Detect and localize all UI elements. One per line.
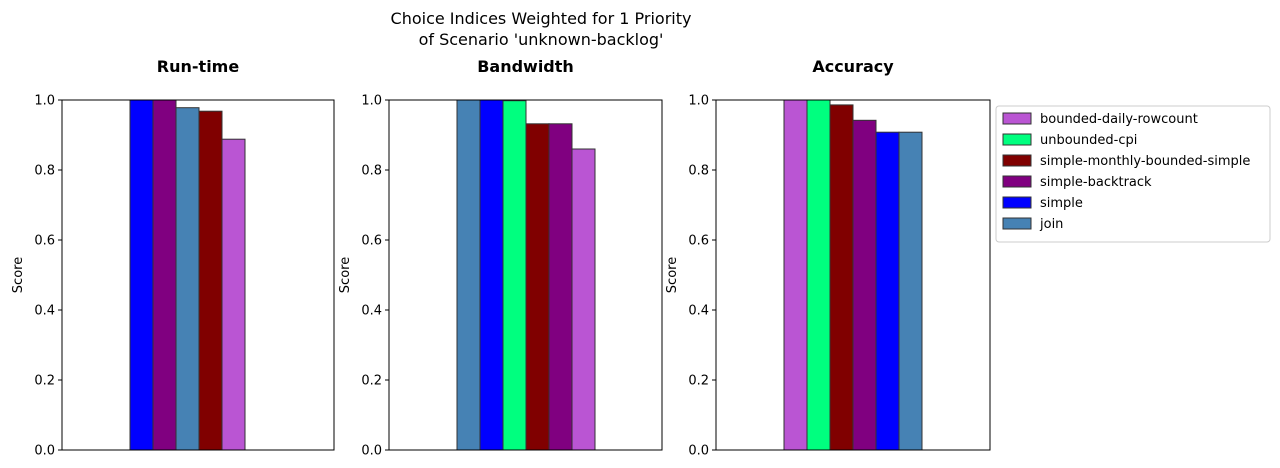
chart-panel-1: Run-time Score 0.0 0.2 0.4 0.6 0.8 1.0	[11, 57, 335, 459]
chart-panels: Run-timeScore0.00.20.40.60.81.0Bandwidth…	[11, 57, 991, 459]
bar-join	[898, 131, 923, 451]
bar-simple	[479, 99, 504, 451]
legend-swatch-simple-backtrack	[1002, 175, 1032, 188]
legend-label-simple-backtrack: simple-backtrack	[1040, 175, 1152, 190]
bar-bounded-daily-rowcount	[783, 99, 808, 451]
legend-label-unbounded-cpi: unbounded-cpi	[1040, 133, 1137, 148]
bar-bounded-daily-rowcount	[221, 138, 246, 451]
legend-swatch-unbounded-cpi	[1002, 133, 1032, 146]
chart-title: Run-time	[157, 57, 240, 76]
bar-unbounded-cpi	[806, 99, 831, 451]
legend-swatch-join	[1002, 217, 1032, 230]
legend: bounded-daily-rowcount unbounded-cpi simpl…	[995, 105, 1271, 243]
bar-bounded-daily-rowcount	[571, 148, 596, 451]
axes-frame	[61, 99, 335, 451]
legend-swatch-simple-monthly-bounded-simple	[1002, 154, 1032, 167]
y-tick-label: 0.2	[34, 374, 55, 389]
legend-label-bounded-daily-rowcount: bounded-daily-rowcount	[1040, 112, 1198, 127]
y-tick-label: 0.8	[688, 164, 709, 179]
bar-join	[175, 107, 200, 451]
bar-simple	[875, 131, 900, 451]
chart-title: Accuracy	[812, 57, 894, 76]
bar-simple-monthly-bounded-simple	[198, 110, 223, 451]
axes-frame	[715, 99, 991, 451]
legend-swatch-bounded-daily-rowcount	[1002, 112, 1032, 125]
legend-label-simple-monthly-bounded-simple: simple-monthly-bounded-simple	[1040, 154, 1250, 169]
legend-label-simple: simple	[1040, 196, 1083, 211]
y-tick-label: 0.8	[361, 164, 382, 179]
bar-unbounded-cpi	[502, 100, 527, 451]
legend-swatch-simple	[1002, 196, 1032, 209]
y-tick-label: 0.4	[34, 304, 55, 319]
bar-simple-backtrack	[152, 99, 177, 451]
y-tick-label: 0.8	[34, 164, 55, 179]
figure-suptitle-line2: of Scenario 'unknown-backlog'	[419, 30, 664, 49]
y-tick-label: 1.0	[34, 94, 55, 109]
chart-panel-3: Accuracy Score 0.0 0.2 0.4 0.6 0.8 1.0	[665, 57, 991, 459]
bar-simple	[129, 99, 154, 451]
y-tick-label: 0.0	[361, 444, 382, 459]
y-tick-label: 0.2	[361, 374, 382, 389]
axes-frame	[388, 99, 663, 451]
chart-panel-2: Bandwidth Score 0.0 0.2 0.4 0.6 0.8 1.0	[338, 57, 663, 459]
y-axis-label: Score	[665, 257, 680, 293]
bar-simple-monthly-bounded-simple	[525, 123, 550, 451]
legend-label-join: join	[1039, 217, 1063, 232]
bar-simple-backtrack	[852, 119, 877, 451]
y-tick-label: 0.4	[361, 304, 382, 319]
bar-simple-monthly-bounded-simple	[829, 104, 854, 451]
y-tick-label: 1.0	[688, 94, 709, 109]
y-tick-label: 0.0	[34, 444, 55, 459]
bar-simple-backtrack	[548, 123, 573, 451]
y-axis-label: Score	[11, 257, 26, 293]
figure-suptitle-line1: Choice Indices Weighted for 1 Priority	[391, 9, 692, 28]
y-tick-label: 0.6	[361, 234, 382, 249]
y-tick-label: 0.6	[34, 234, 55, 249]
y-tick-label: 0.2	[688, 374, 709, 389]
y-axis-label: Score	[338, 257, 353, 293]
chart-title: Bandwidth	[477, 57, 574, 76]
y-tick-label: 1.0	[361, 94, 382, 109]
y-tick-label: 0.6	[688, 234, 709, 249]
legend-box	[995, 105, 1271, 243]
bar-join	[456, 99, 481, 451]
y-tick-label: 0.0	[688, 444, 709, 459]
y-tick-label: 0.4	[688, 304, 709, 319]
